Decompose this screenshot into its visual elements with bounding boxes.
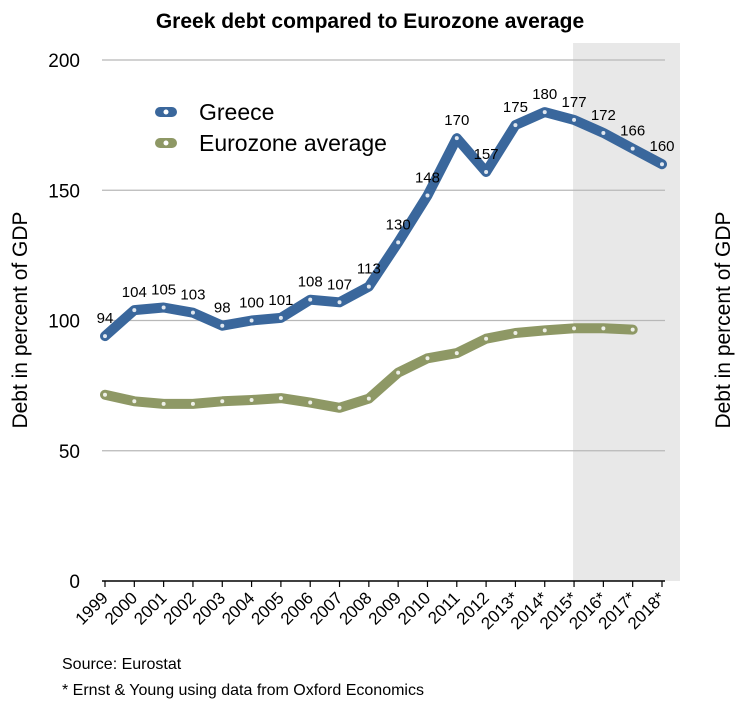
data-point: [630, 146, 635, 151]
data-label: 175: [503, 99, 528, 116]
data-point: [454, 136, 459, 141]
data-point: [513, 331, 518, 336]
data-point: [660, 162, 664, 167]
data-point: [161, 305, 166, 310]
data-point: [161, 401, 166, 406]
data-point: [601, 326, 606, 331]
footnote: * Ernst & Young using data from Oxford E…: [62, 682, 424, 699]
x-tick-label: 2005: [248, 588, 288, 628]
data-point: [572, 326, 577, 331]
data-point: [337, 300, 342, 305]
data-label: 103: [180, 287, 205, 304]
data-point: [396, 370, 401, 375]
legend: Greece Eurozone average: [155, 99, 387, 156]
x-tick-label: 2006: [277, 588, 317, 628]
data-labels: 94 104 105 103 98 100 101 108 107 113 130 148 170 157…: [97, 86, 675, 327]
gridlines: [102, 59, 665, 452]
data-point: [601, 130, 606, 135]
data-point: [278, 315, 283, 320]
data-point: [190, 310, 195, 315]
source-note: Source: Eurostat: [62, 656, 182, 673]
x-tick-label: 2010: [394, 588, 434, 628]
data-label: 100: [239, 295, 264, 312]
x-tick-label: 1999: [72, 588, 112, 628]
data-point: [337, 405, 342, 410]
data-point: [484, 336, 489, 341]
data-point: [278, 396, 283, 401]
data-point: [542, 110, 547, 115]
data-label: 105: [151, 281, 176, 298]
x-tick-label: 2000: [101, 588, 141, 628]
data-point: [454, 351, 459, 356]
x-tick-label: 2008: [335, 588, 375, 628]
data-point: [220, 399, 225, 404]
x-tick-label: 2002: [160, 588, 200, 628]
data-label: 98: [214, 300, 231, 317]
data-label: 170: [444, 112, 469, 129]
data-point: [542, 328, 547, 333]
x-tick-label: 2009: [365, 588, 405, 628]
y-tick-label: 50: [59, 442, 80, 463]
x-tick-label: 2003: [189, 588, 229, 628]
series-line-0: [100, 107, 667, 342]
data-point: [366, 284, 371, 289]
data-point: [220, 323, 225, 328]
x-axis-ticks: 1999200020012002200320042005200620072008…: [72, 580, 669, 633]
data-point: [396, 240, 401, 245]
data-label: 107: [327, 276, 352, 293]
y-tick-label: 150: [48, 181, 80, 202]
data-label: 172: [591, 107, 616, 124]
data-label: 130: [386, 216, 411, 233]
legend-swatch-dot: [163, 109, 169, 115]
x-tick-label: 2004: [218, 588, 258, 628]
data-label: 108: [298, 274, 323, 291]
data-label: 104: [122, 284, 147, 301]
data-point: [308, 400, 313, 405]
legend-label: Greece: [199, 99, 274, 125]
data-point: [425, 193, 430, 198]
data-point: [630, 327, 635, 332]
data-point: [249, 397, 254, 402]
data-label: 177: [562, 94, 587, 111]
data-label: 94: [97, 310, 114, 327]
y-axis-label-right: Debt in percent of GDP: [712, 211, 735, 428]
data-label: 148: [415, 169, 440, 186]
y-tick-label: 0: [69, 572, 80, 593]
legend-swatch-dot: [163, 140, 169, 146]
data-point: [366, 396, 371, 401]
x-tick-label: 2011: [424, 588, 463, 627]
data-label: 180: [532, 86, 557, 103]
data-point: [425, 356, 430, 361]
data-point: [132, 308, 137, 313]
data-label: 166: [620, 123, 645, 140]
series-line-1: [100, 323, 638, 413]
y-axis-label-left: Debt in percent of GDP: [9, 211, 32, 428]
y-tick-label: 200: [48, 51, 80, 72]
data-point: [572, 117, 577, 122]
data-point: [308, 297, 313, 302]
data-label: 157: [474, 146, 499, 163]
data-point: [513, 123, 518, 128]
series-lines: [100, 107, 667, 413]
data-point: [103, 334, 107, 339]
x-tick-label: 2001: [130, 588, 170, 628]
data-point: [249, 318, 254, 323]
data-point: [190, 401, 195, 406]
data-label: 113: [357, 261, 381, 278]
legend-label: Eurozone average: [199, 130, 387, 156]
chart-title: Greek debt compared to Eurozone average: [156, 10, 584, 33]
x-tick-label: 2007: [306, 588, 346, 628]
y-axis-ticks: 0 50 100 150 200: [48, 51, 80, 593]
data-point: [132, 399, 137, 404]
data-point: [103, 392, 107, 397]
data-label: 160: [649, 138, 674, 155]
data-label: 101: [268, 292, 293, 309]
y-tick-label: 100: [48, 312, 80, 333]
data-point: [484, 170, 489, 175]
